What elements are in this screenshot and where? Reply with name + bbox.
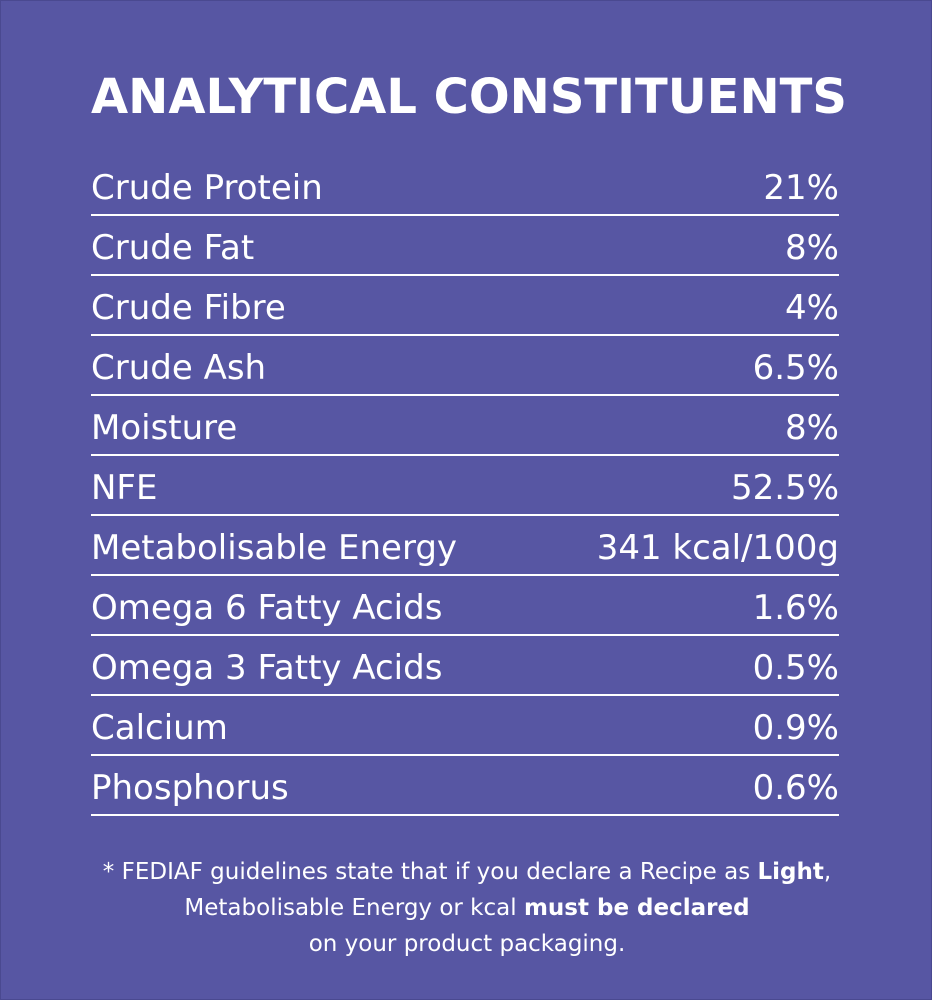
table-row: Crude Ash 6.5% [91,336,839,396]
row-label: Moisture [91,408,238,448]
footnote-text: * FEDIAF guidelines state that if you de… [102,859,758,885]
row-value: 8% [785,408,839,448]
row-label: Metabolisable Energy [91,528,458,568]
page-title: ANALYTICAL CONSTITUENTS [91,69,847,125]
row-label: Crude Fibre [91,288,286,328]
row-label: Omega 3 Fatty Acids [91,648,443,688]
row-value: 0.9% [752,708,839,748]
row-label: NFE [91,468,158,508]
table-row: Moisture 8% [91,396,839,456]
constituents-table: Crude Protein 21% Crude Fat 8% Crude Fib… [91,156,839,816]
footnote: * FEDIAF guidelines state that if you de… [41,854,893,962]
row-value: 52.5% [730,468,839,508]
footnote-line-1: * FEDIAF guidelines state that if you de… [41,854,893,890]
table-row: Calcium 0.9% [91,696,839,756]
footnote-comma: , [823,859,832,885]
row-value: 8% [785,228,839,268]
row-value: 1.6% [752,588,839,628]
table-row: Omega 3 Fatty Acids 0.5% [91,636,839,696]
footnote-bold-must-declare: must be declared [523,895,750,921]
table-row: Phosphorus 0.6% [91,756,839,816]
footnote-line-2: Metabolisable Energy or kcal must be dec… [41,890,893,926]
row-label: Crude Protein [91,168,323,208]
table-row: Crude Protein 21% [91,156,839,216]
footnote-bold-light: Light [757,859,824,885]
table-row: Crude Fibre 4% [91,276,839,336]
table-row: Omega 6 Fatty Acids 1.6% [91,576,839,636]
table-row: NFE 52.5% [91,456,839,516]
row-value: 6.5% [752,348,839,388]
row-value: 21% [763,168,839,208]
row-value: 4% [785,288,839,328]
table-row: Crude Fat 8% [91,216,839,276]
footnote-line-3: on your product packaging. [308,931,626,957]
row-label: Crude Ash [91,348,267,388]
row-label: Crude Fat [91,228,255,268]
row-label: Phosphorus [91,768,289,808]
row-value: 341 kcal/100g [596,528,839,568]
row-label: Omega 6 Fatty Acids [91,588,443,628]
row-value: 0.5% [752,648,839,688]
row-value: 0.6% [752,768,839,808]
footnote-text: Metabolisable Energy or kcal [184,895,524,921]
table-row: Metabolisable Energy 341 kcal/100g [91,516,839,576]
row-label: Calcium [91,708,228,748]
